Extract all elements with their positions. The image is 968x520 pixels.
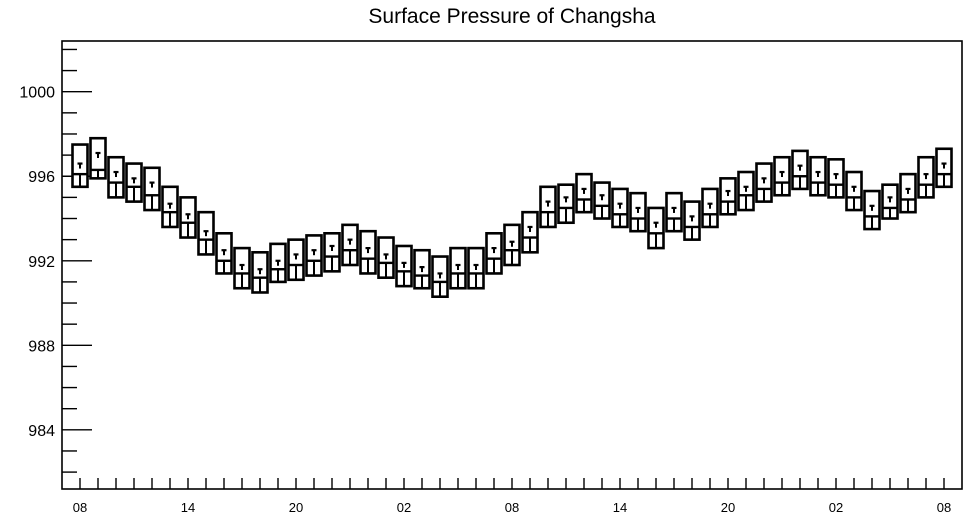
x-tick-label: 08 (73, 500, 87, 515)
box-47 (917, 155, 935, 199)
box-43 (845, 170, 863, 212)
box-6 (179, 196, 197, 239)
box-5 (161, 185, 179, 229)
box-3 (125, 162, 143, 203)
box-38 (755, 162, 773, 203)
box-7 (197, 210, 215, 256)
box-48 (935, 147, 953, 189)
x-axis: 08 14 20 02 08 14 20 02 08 (73, 478, 951, 515)
box-23 (485, 232, 503, 275)
box-24 (503, 223, 521, 267)
box-41 (809, 155, 827, 197)
box-0 (71, 143, 89, 189)
box-series (71, 136, 953, 298)
box-10 (251, 251, 269, 294)
x-tick-label: 08 (505, 500, 519, 515)
box-40 (791, 149, 809, 191)
box-30 (611, 187, 629, 229)
box-26 (539, 185, 557, 229)
box-19 (413, 248, 431, 290)
box-8 (215, 232, 233, 275)
box-1 (89, 136, 107, 180)
box-37 (737, 170, 755, 212)
box-29 (593, 181, 611, 220)
y-tick-label: 992 (28, 254, 55, 271)
chart-title: Surface Pressure of Changsha (368, 5, 655, 28)
y-tick-label: 984 (28, 423, 55, 440)
box-14 (323, 232, 341, 273)
box-2 (107, 155, 125, 199)
box-33 (665, 191, 683, 233)
box-31 (629, 191, 647, 233)
box-22 (467, 246, 485, 290)
box-16 (359, 229, 377, 275)
box-27 (557, 183, 575, 225)
x-tick-label: 20 (721, 500, 735, 515)
x-tick-label: 08 (937, 500, 951, 515)
box-42 (827, 158, 845, 199)
box-9 (233, 246, 251, 290)
y-tick-label: 988 (28, 338, 55, 355)
box-15 (341, 223, 359, 267)
y-tick-label: 996 (28, 169, 55, 186)
box-13 (305, 234, 323, 277)
x-tick-label: 02 (829, 500, 843, 515)
x-tick-label: 20 (289, 500, 303, 515)
box-35 (701, 187, 719, 229)
x-tick-label: 14 (181, 500, 195, 515)
box-46 (899, 172, 917, 214)
box-18 (395, 244, 413, 288)
box-17 (377, 236, 395, 279)
x-tick-label: 14 (613, 500, 627, 515)
box-28 (575, 172, 593, 214)
box-44 (863, 189, 881, 231)
x-tick-label: 02 (397, 500, 411, 515)
y-tick-label: 1000 (19, 85, 55, 102)
box-39 (773, 155, 791, 197)
box-4 (143, 166, 161, 212)
box-12 (287, 238, 305, 282)
box-20 (431, 255, 449, 298)
box-11 (269, 242, 287, 284)
box-21 (449, 246, 467, 290)
box-32 (647, 206, 665, 250)
box-45 (881, 183, 899, 220)
box-25 (521, 210, 539, 254)
y-axis: 1000 996 992 988 984 (19, 48, 92, 473)
box-36 (719, 177, 737, 216)
box-34 (683, 200, 701, 241)
